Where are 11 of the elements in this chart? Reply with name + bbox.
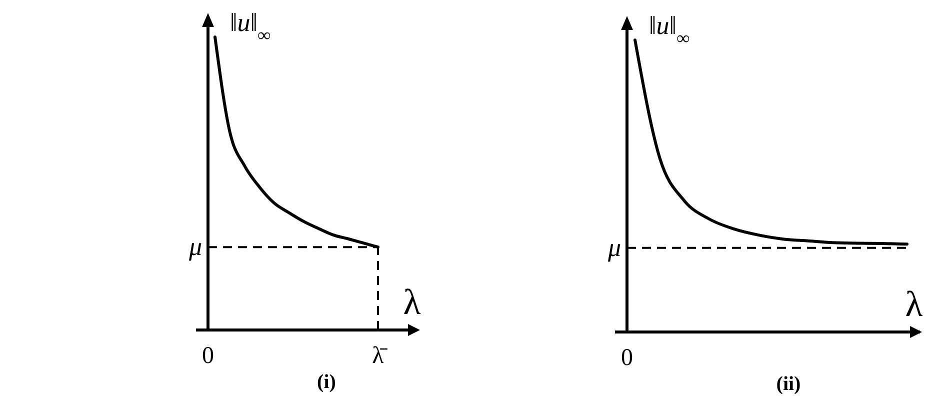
text: 0 <box>202 343 214 369</box>
x-axis-title: λ <box>403 282 422 322</box>
x-axis-title: λ <box>905 284 924 324</box>
y-axis-title: ‖u‖$_{∞}$ <box>230 8 271 45</box>
ref-line-label: μ <box>606 232 621 262</box>
annotation: λ̄ <box>372 343 388 369</box>
text: (i) <box>317 371 336 393</box>
text: 0 <box>621 345 633 371</box>
y-axis-title: ‖u‖$_{∞}$ <box>649 11 690 48</box>
ref-line-label: μ <box>188 232 202 262</box>
text: (ii) <box>776 373 801 395</box>
